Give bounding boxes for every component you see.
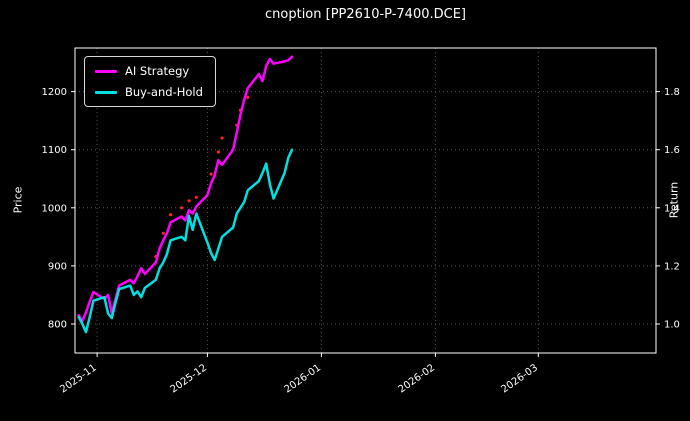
svg-text:1000: 1000 xyxy=(42,203,67,214)
svg-text:1.4: 1.4 xyxy=(664,203,680,214)
legend-label-ai-strategy: AI Strategy xyxy=(125,64,190,78)
svg-text:1.6: 1.6 xyxy=(664,145,680,156)
legend-label-buy-and-hold: Buy-and-Hold xyxy=(125,85,203,99)
svg-text:1.2: 1.2 xyxy=(664,261,680,272)
svg-text:2026-03: 2026-03 xyxy=(499,362,540,395)
svg-text:900: 900 xyxy=(48,261,67,272)
legend: AI Strategy Buy-and-Hold xyxy=(84,56,216,107)
svg-text:800: 800 xyxy=(48,320,67,331)
svg-text:2026-02: 2026-02 xyxy=(397,362,438,395)
svg-text:1200: 1200 xyxy=(42,87,67,98)
buy-and-hold-line-swatch xyxy=(95,90,117,94)
svg-text:2025-12: 2025-12 xyxy=(169,362,210,395)
ai-strategy-line-swatch xyxy=(95,69,117,73)
svg-text:1.8: 1.8 xyxy=(664,87,680,98)
svg-text:2026-01: 2026-01 xyxy=(283,362,324,395)
svg-text:1100: 1100 xyxy=(42,145,67,156)
svg-text:2025-11: 2025-11 xyxy=(58,362,99,395)
chart-title: cnoption [PP2610-P-7400.DCE] xyxy=(265,7,466,22)
legend-item-buy-and-hold: Buy-and-Hold xyxy=(95,85,203,99)
svg-text:1.0: 1.0 xyxy=(664,320,680,331)
legend-item-ai-strategy: AI Strategy xyxy=(95,64,203,78)
